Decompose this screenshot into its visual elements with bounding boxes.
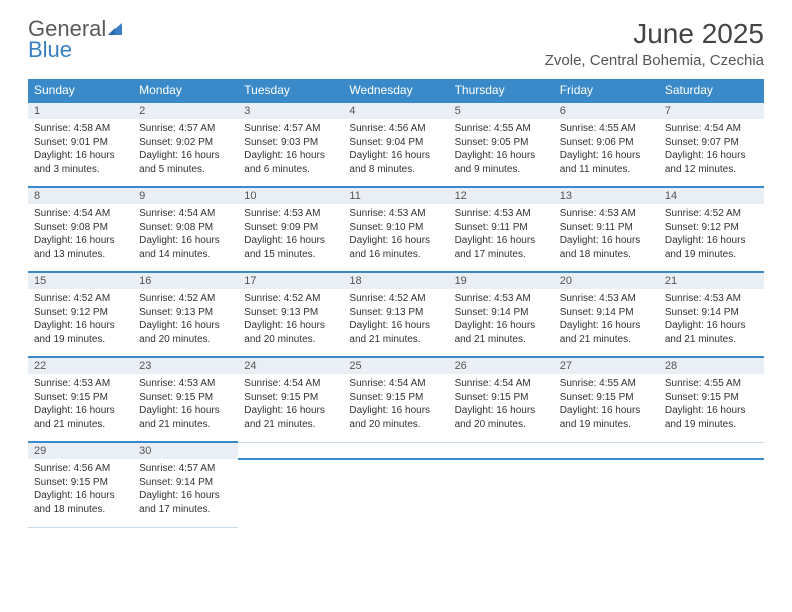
day-number-cell: 19: [449, 272, 554, 289]
day-content-cell: Sunrise: 4:53 AMSunset: 9:11 PMDaylight:…: [554, 204, 659, 272]
logo-word2: Blue: [28, 39, 124, 61]
logo-text: General Blue: [28, 18, 124, 61]
weekday-header: Monday: [133, 79, 238, 102]
day-number-cell: 1: [28, 102, 133, 119]
day-content-cell: Sunrise: 4:55 AMSunset: 9:15 PMDaylight:…: [659, 374, 764, 442]
day-content-cell: Sunrise: 4:54 AMSunset: 9:15 PMDaylight:…: [449, 374, 554, 442]
weekday-header: Tuesday: [238, 79, 343, 102]
day-number-cell: 24: [238, 357, 343, 374]
day-number-cell: 20: [554, 272, 659, 289]
day-content-cell: Sunrise: 4:55 AMSunset: 9:06 PMDaylight:…: [554, 119, 659, 187]
day-number-cell: [449, 442, 554, 459]
day-number-cell: 15: [28, 272, 133, 289]
logo: General Blue: [28, 18, 124, 61]
day-content-cell: Sunrise: 4:54 AMSunset: 9:07 PMDaylight:…: [659, 119, 764, 187]
day-content-cell: Sunrise: 4:54 AMSunset: 9:15 PMDaylight:…: [238, 374, 343, 442]
day-content-cell: [238, 459, 343, 527]
daynum-row: 2930: [28, 442, 764, 459]
daynum-row: 22232425262728: [28, 357, 764, 374]
day-number-cell: 5: [449, 102, 554, 119]
day-content-cell: Sunrise: 4:56 AMSunset: 9:15 PMDaylight:…: [28, 459, 133, 527]
content-row: Sunrise: 4:52 AMSunset: 9:12 PMDaylight:…: [28, 289, 764, 357]
day-number-cell: 27: [554, 357, 659, 374]
calendar-body: 1234567Sunrise: 4:58 AMSunset: 9:01 PMDa…: [28, 102, 764, 527]
day-number-cell: 21: [659, 272, 764, 289]
day-content-cell: Sunrise: 4:54 AMSunset: 9:08 PMDaylight:…: [133, 204, 238, 272]
sail-icon: [106, 19, 124, 41]
content-row: Sunrise: 4:58 AMSunset: 9:01 PMDaylight:…: [28, 119, 764, 187]
day-content-cell: [343, 459, 448, 527]
day-number-cell: [554, 442, 659, 459]
day-content-cell: Sunrise: 4:55 AMSunset: 9:15 PMDaylight:…: [554, 374, 659, 442]
day-content-cell: Sunrise: 4:53 AMSunset: 9:10 PMDaylight:…: [343, 204, 448, 272]
day-number-cell: 9: [133, 187, 238, 204]
day-content-cell: Sunrise: 4:52 AMSunset: 9:12 PMDaylight:…: [659, 204, 764, 272]
day-number-cell: [343, 442, 448, 459]
header: General Blue June 2025 Zvole, Central Bo…: [28, 18, 764, 69]
daynum-row: 891011121314: [28, 187, 764, 204]
day-number-cell: 22: [28, 357, 133, 374]
content-row: Sunrise: 4:53 AMSunset: 9:15 PMDaylight:…: [28, 374, 764, 442]
page-title: June 2025: [545, 18, 764, 50]
day-content-cell: Sunrise: 4:53 AMSunset: 9:15 PMDaylight:…: [133, 374, 238, 442]
day-number-cell: [238, 442, 343, 459]
daynum-row: 15161718192021: [28, 272, 764, 289]
weekday-header: Sunday: [28, 79, 133, 102]
day-number-cell: 14: [659, 187, 764, 204]
day-number-cell: 7: [659, 102, 764, 119]
day-number-cell: 25: [343, 357, 448, 374]
content-row: Sunrise: 4:54 AMSunset: 9:08 PMDaylight:…: [28, 204, 764, 272]
day-number-cell: 3: [238, 102, 343, 119]
day-content-cell: Sunrise: 4:54 AMSunset: 9:15 PMDaylight:…: [343, 374, 448, 442]
day-number-cell: 26: [449, 357, 554, 374]
day-content-cell: Sunrise: 4:52 AMSunset: 9:13 PMDaylight:…: [343, 289, 448, 357]
weekday-header: Thursday: [449, 79, 554, 102]
page: General Blue June 2025 Zvole, Central Bo…: [0, 0, 792, 546]
day-number-cell: 23: [133, 357, 238, 374]
day-content-cell: Sunrise: 4:52 AMSunset: 9:13 PMDaylight:…: [238, 289, 343, 357]
day-number-cell: 17: [238, 272, 343, 289]
day-number-cell: 8: [28, 187, 133, 204]
day-number-cell: 29: [28, 442, 133, 459]
day-content-cell: Sunrise: 4:56 AMSunset: 9:04 PMDaylight:…: [343, 119, 448, 187]
day-content-cell: Sunrise: 4:57 AMSunset: 9:14 PMDaylight:…: [133, 459, 238, 527]
day-number-cell: 30: [133, 442, 238, 459]
day-content-cell: Sunrise: 4:53 AMSunset: 9:14 PMDaylight:…: [554, 289, 659, 357]
day-number-cell: 12: [449, 187, 554, 204]
day-content-cell: Sunrise: 4:53 AMSunset: 9:14 PMDaylight:…: [659, 289, 764, 357]
calendar-table: Sunday Monday Tuesday Wednesday Thursday…: [28, 79, 764, 528]
day-number-cell: 11: [343, 187, 448, 204]
day-content-cell: [659, 459, 764, 527]
day-content-cell: Sunrise: 4:53 AMSunset: 9:09 PMDaylight:…: [238, 204, 343, 272]
title-block: June 2025 Zvole, Central Bohemia, Czechi…: [545, 18, 764, 69]
page-subtitle: Zvole, Central Bohemia, Czechia: [545, 52, 764, 69]
day-number-cell: 6: [554, 102, 659, 119]
daynum-row: 1234567: [28, 102, 764, 119]
weekday-header: Wednesday: [343, 79, 448, 102]
day-number-cell: 4: [343, 102, 448, 119]
day-number-cell: 28: [659, 357, 764, 374]
day-content-cell: Sunrise: 4:52 AMSunset: 9:13 PMDaylight:…: [133, 289, 238, 357]
day-content-cell: [449, 459, 554, 527]
day-number-cell: 10: [238, 187, 343, 204]
day-number-cell: [659, 442, 764, 459]
content-row: Sunrise: 4:56 AMSunset: 9:15 PMDaylight:…: [28, 459, 764, 527]
day-content-cell: Sunrise: 4:58 AMSunset: 9:01 PMDaylight:…: [28, 119, 133, 187]
day-content-cell: Sunrise: 4:54 AMSunset: 9:08 PMDaylight:…: [28, 204, 133, 272]
day-content-cell: Sunrise: 4:53 AMSunset: 9:11 PMDaylight:…: [449, 204, 554, 272]
day-content-cell: Sunrise: 4:53 AMSunset: 9:14 PMDaylight:…: [449, 289, 554, 357]
day-content-cell: Sunrise: 4:52 AMSunset: 9:12 PMDaylight:…: [28, 289, 133, 357]
day-content-cell: Sunrise: 4:55 AMSunset: 9:05 PMDaylight:…: [449, 119, 554, 187]
day-content-cell: Sunrise: 4:57 AMSunset: 9:02 PMDaylight:…: [133, 119, 238, 187]
day-number-cell: 13: [554, 187, 659, 204]
day-content-cell: [554, 459, 659, 527]
weekday-header: Friday: [554, 79, 659, 102]
day-content-cell: Sunrise: 4:53 AMSunset: 9:15 PMDaylight:…: [28, 374, 133, 442]
weekday-header: Saturday: [659, 79, 764, 102]
day-content-cell: Sunrise: 4:57 AMSunset: 9:03 PMDaylight:…: [238, 119, 343, 187]
day-number-cell: 2: [133, 102, 238, 119]
day-number-cell: 18: [343, 272, 448, 289]
weekday-header-row: Sunday Monday Tuesday Wednesday Thursday…: [28, 79, 764, 102]
day-number-cell: 16: [133, 272, 238, 289]
